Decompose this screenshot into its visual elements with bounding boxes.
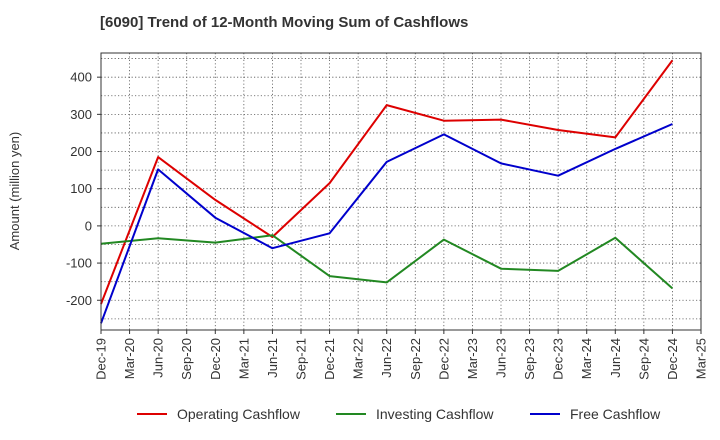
x-tick-label: Dec-24 (665, 338, 680, 380)
x-tick-label: Jun-23 (494, 338, 509, 378)
investing-cashflow-line (100, 234, 674, 290)
x-tick-label: Jun-21 (265, 338, 280, 378)
y-tick-label: 200 (70, 144, 92, 159)
y-tick-labels: -200 -100 0 100 200 300 400 (66, 70, 101, 308)
y-tick-label: 300 (70, 107, 92, 122)
grid-lines (100, 53, 702, 330)
operating-cashflow-line (100, 59, 674, 305)
x-tick-label: Mar-20 (122, 338, 137, 379)
x-tick-label: Jun-20 (151, 338, 166, 378)
x-tick-label: Sep-21 (294, 338, 309, 380)
x-tick-label: Sep-24 (636, 338, 651, 380)
legend-label-free-cashflow: Free Cashflow (570, 406, 661, 422)
x-tick-labels: Dec-19 Mar-20 Jun-20 Sep-20 Dec-20 Mar-21 Jun-… (94, 330, 709, 380)
chart-title: [6090] Trend of 12-Month Moving Sum of C… (100, 14, 469, 31)
x-tick-label: Sep-20 (179, 338, 194, 380)
y-tick-label: 0 (85, 218, 92, 233)
x-tick-label: Dec-20 (208, 338, 223, 380)
x-tick-label: Jun-24 (608, 338, 623, 378)
y-tick-label: -100 (66, 256, 92, 271)
y-axis-title: Amount (million yen) (7, 132, 22, 251)
x-tick-label: Dec-21 (322, 338, 337, 380)
x-tick-label: Mar-22 (351, 338, 366, 379)
free-cashflow-line (100, 123, 673, 324)
x-tick-label: Jun-22 (379, 338, 394, 378)
plot-frame (100, 52, 702, 331)
y-tick-label: -200 (66, 293, 92, 308)
legend: Operating Cashflow Investing Cashflow Free… (137, 406, 661, 422)
x-tick-label: Dec-23 (551, 338, 566, 380)
legend-label-investing-cashflow: Investing Cashflow (376, 406, 494, 422)
legend-label-operating-cashflow: Operating Cashflow (177, 406, 301, 422)
y-tick-label: 400 (70, 70, 92, 85)
plot-background (101, 53, 701, 330)
x-tick-label: Dec-19 (94, 338, 109, 380)
y-tick-label: 100 (70, 181, 92, 196)
x-tick-label: Dec-22 (436, 338, 451, 380)
x-tick-label: Mar-25 (694, 338, 709, 379)
x-tick-label: Sep-23 (522, 338, 537, 380)
x-tick-label: Sep-22 (408, 338, 423, 380)
x-tick-label: Mar-23 (465, 338, 480, 379)
series-lines (100, 59, 674, 324)
x-tick-label: Mar-21 (236, 338, 251, 379)
x-tick-label: Mar-24 (579, 338, 594, 379)
